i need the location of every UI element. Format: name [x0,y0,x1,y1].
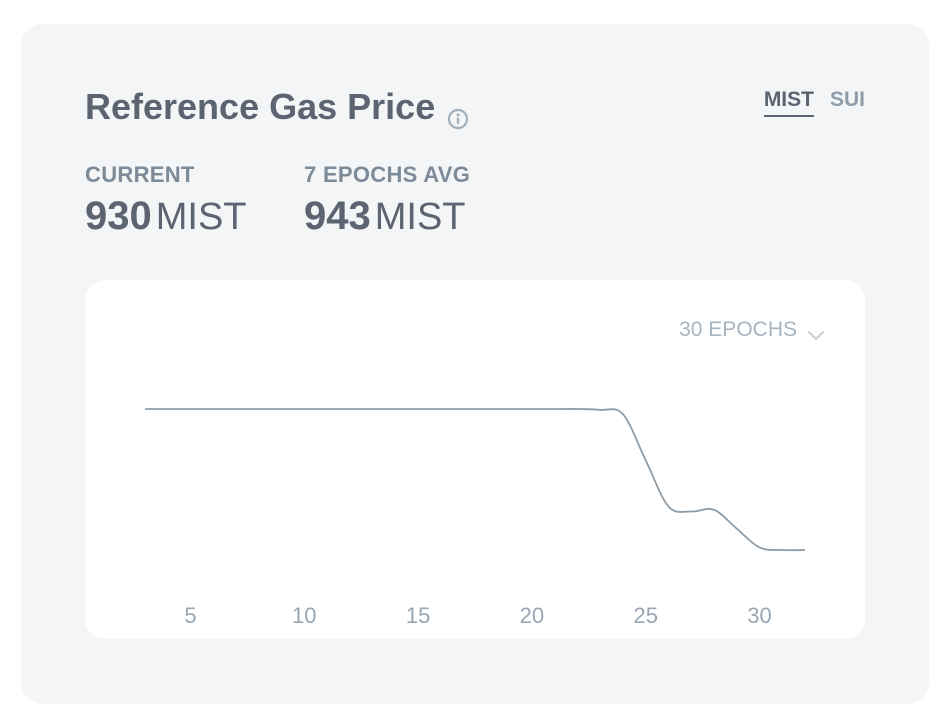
current-label: CURRENT [85,162,195,187]
data-point-epoch-5[interactable] [186,404,196,414]
current-unit: MIST [155,196,247,238]
data-point-epoch-18[interactable] [481,404,491,414]
data-point-epoch-10[interactable] [299,404,309,414]
data-point-epoch-17[interactable] [459,404,469,414]
data-point-epoch-15[interactable] [413,404,423,414]
x-tick-label: 15 [406,603,430,628]
x-tick-label: 5 [184,603,196,628]
toggle-mist[interactable]: MIST [763,88,814,117]
data-point-epoch-22[interactable] [572,404,582,414]
avg-number: 943 [304,194,371,238]
x-tick-label: 25 [633,603,657,628]
chevron-down-icon [807,324,825,340]
data-point-epoch-3[interactable] [140,404,150,414]
epoch-range-label: 30 EPOCHS [679,318,797,341]
toggle-sui[interactable]: SUI [829,88,865,111]
data-point-epoch-28[interactable] [709,505,719,515]
info-icon[interactable] [447,97,469,130]
epoch-range-dropdown[interactable]: 30 EPOCHS [679,318,825,342]
current-number: 930 [85,194,152,238]
data-point-epoch-31[interactable] [777,545,787,555]
avg-label: 7 EPOCHS AVG [304,162,471,187]
data-point-epoch-7[interactable] [231,404,241,414]
gas-price-card: Reference Gas Price MIST SUI CURRENT 930… [21,24,929,704]
data-point-epoch-19[interactable] [504,404,514,414]
series-line [144,408,806,552]
data-point-epoch-16[interactable] [436,404,446,414]
data-point-epoch-26[interactable] [663,501,673,511]
data-point-epoch-25[interactable] [641,455,651,465]
avg-value: 943 MIST [304,194,470,239]
data-point-epoch-11[interactable] [322,404,332,414]
chart-container: 30 EPOCHS 5 10 15 20 25 30 [85,280,865,639]
data-point-epoch-32[interactable] [800,545,810,555]
x-tick-label: 20 [520,603,544,628]
x-tick-label: 30 [747,603,771,628]
data-point-epoch-6[interactable] [208,404,218,414]
data-point-epoch-9[interactable] [277,404,287,414]
data-point-epoch-30[interactable] [755,542,765,552]
data-point-epoch-12[interactable] [345,404,355,414]
data-point-epoch-23[interactable] [595,405,605,415]
data-point-epoch-24[interactable] [618,409,628,419]
current-value: 930 MIST [85,194,247,239]
data-point-epoch-21[interactable] [550,404,560,414]
gas-price-line-chart: 5 10 15 20 25 30 [140,404,810,628]
current-stat: CURRENT 930 MIST [85,162,247,239]
x-tick-label: 10 [292,603,316,628]
unit-toggle: MIST SUI [763,88,865,117]
data-point-epoch-27[interactable] [686,507,696,517]
card-title: Reference Gas Price [85,86,469,130]
data-point-epoch-4[interactable] [163,404,173,414]
data-point-epoch-13[interactable] [368,404,378,414]
avg-stat: 7 EPOCHS AVG 943 MIST [304,162,470,239]
title-text: Reference Gas Price [85,86,436,127]
avg-unit: MIST [374,196,466,238]
data-point-epoch-14[interactable] [390,404,400,414]
data-point-epoch-29[interactable] [732,524,742,534]
data-point-epoch-8[interactable] [254,404,264,414]
data-point-epoch-20[interactable] [527,404,537,414]
